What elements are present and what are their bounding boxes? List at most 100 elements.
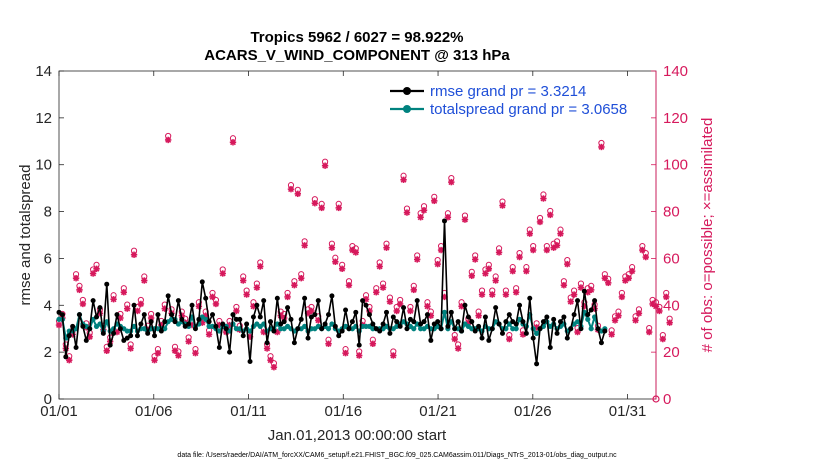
rmse-point [486,337,492,343]
rmse-point [520,319,526,325]
obs-assimilated-point [547,211,554,219]
rmse-point [291,340,297,346]
obs-assimilated-stroke [270,364,277,371]
rmse-point [445,323,451,329]
rmse-point [90,298,96,304]
obs-assimilated-point [577,284,585,291]
obs-assimilated-stroke [489,291,496,298]
obs-assimilated-stroke [646,329,653,336]
x-axis: 01/01 01/06 01/11 01/16 01/21 01/26 01/31 [40,71,646,420]
obs-assimilated-stroke [76,286,83,293]
obs-assimilated-stroke [547,211,554,218]
obs-assimilated-stroke [335,204,342,211]
rmse-point [298,316,304,322]
obs-assimilated-stroke [574,329,581,336]
rmse-point [305,335,311,341]
spread-point [247,328,253,334]
obs-assimilated-stroke [390,352,397,359]
rmse-point [186,321,192,327]
obs-assimilated-stroke [431,197,438,204]
obs-assimilated-point [396,300,404,308]
obs-assimilated-point [294,190,301,198]
obs-assimilated-stroke [612,317,619,324]
rmse-point [227,349,233,355]
obs-assimilated-stroke [342,350,349,357]
rmse-point [244,321,250,327]
obs-assimilated-point [475,312,482,319]
obs-assimilated-point [543,246,551,254]
x-tick-label: 01/11 [230,403,266,420]
obs-assimilated-point [342,349,349,357]
rmse-point [493,305,499,311]
obs-assimilated-stroke [639,247,646,254]
obs-assimilated-point [608,331,615,338]
obs-assimilated-point [448,178,455,186]
obs-assimilated-point [663,293,670,301]
obs-assimilated-point [192,349,199,357]
obs-assimilated-stroke [369,340,376,347]
rmse-point [349,319,355,325]
obs-assimilated-point [639,246,646,254]
rmse-point [588,307,594,313]
obs-assimilated-point [270,364,278,371]
obs-assimilated-stroke [288,186,294,193]
obs-assimilated-stroke [468,272,475,279]
rmse-point [66,333,72,339]
obs-assimilated-stroke [209,293,216,300]
obs-assimilated-point [516,253,523,261]
rmse-point [152,333,158,339]
rmse-point [230,312,236,318]
obs-assimilated-point [536,218,544,226]
obs-assimilated-point [492,277,499,284]
obs-assimilated-stroke [451,336,458,343]
obs-assimilated-point [130,251,138,258]
rmse-point [370,321,376,327]
obs-assimilated-point [55,321,63,329]
y-tick-label: 4 [44,297,52,314]
obs-assimilated-point [499,202,506,209]
obs-assimilated-stroke [564,261,571,268]
y-tick-label: 6 [44,250,52,267]
obs-assimilated-point [570,291,578,298]
obs-assimilated-stroke [397,300,404,307]
rmse-point [179,316,185,322]
obs-assimilated-stroke [56,322,62,328]
obs-assimilated-stroke [625,275,632,282]
y2-tick-label: 60 [663,250,680,267]
rmse-point [472,328,478,334]
spread-point [585,316,591,322]
obs-assimilated-stroke [175,352,182,359]
obs-assimilated-stroke [557,230,564,237]
obs-assimilated-stroke [444,214,451,221]
rmse-point [452,326,458,332]
obs-assimilated-stroke [407,308,414,314]
rmse-point [411,319,417,325]
obs-assimilated-stroke [93,265,100,272]
rmse-point [295,326,301,332]
obs-assimilated-point [557,230,564,237]
obs-assimilated-stroke [124,305,131,312]
rmse-point [602,328,608,334]
obs-assimilated-point [76,286,83,294]
rmse-point [469,319,475,325]
obs-assimilated-stroke [284,293,291,300]
rmse-point [568,326,574,332]
y2-tick-label: 20 [663,344,680,361]
obs-assimilated-stroke [154,350,161,357]
rmse-point [585,312,591,318]
y-tick-label: 14 [35,63,52,80]
obs-assimilated-stroke [393,308,400,314]
obs-assimilated-stroke [253,284,260,291]
x-tick-label: 01/26 [514,403,552,420]
rmse-point [462,302,468,308]
obs-assimilated-point [120,289,128,296]
rmse-point [356,342,362,348]
obs-assimilated-stroke [346,282,352,289]
obs-assimilated-point [325,340,332,347]
obs-assimilated-point [229,139,237,146]
rmse-point [578,326,584,332]
rmse-point [203,295,209,301]
obs-assimilated-stroke [516,254,523,261]
legend-rmse-label: rmse grand pr = 3.3214 [430,83,586,100]
obs-assimilated-point [407,307,414,315]
